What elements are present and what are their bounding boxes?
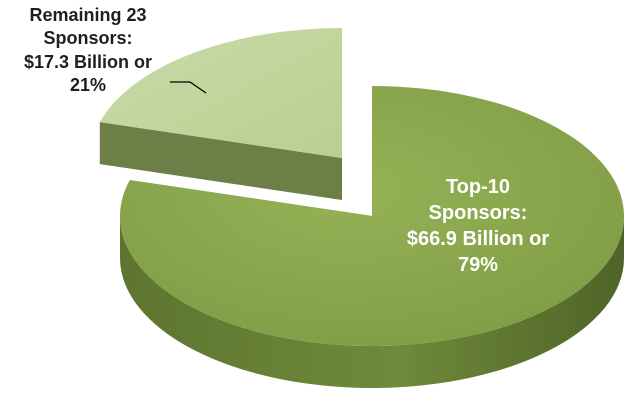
slice-label-remaining-line-2: Sponsors: xyxy=(43,28,133,49)
slice-remaining-23-cut-face-0 xyxy=(99,122,343,200)
slice-label-remaining-23: Remaining 23 Sponsors: $17.3 Billion or … xyxy=(0,4,176,98)
leader-line-diagonal xyxy=(189,81,207,94)
slice-label-remaining-line-3: $17.3 Billion or xyxy=(23,51,153,72)
slice-remaining-23 xyxy=(99,28,343,200)
slice-top-10-top xyxy=(120,86,624,346)
slice-label-top10-line-2: Sponsors: xyxy=(428,202,528,224)
slice-label-top10-line-3: $66.9 Billion or xyxy=(406,228,550,250)
slices-layer xyxy=(99,28,624,388)
slice-top-10-side xyxy=(120,216,624,388)
slice-label-top10-line-4: 79% xyxy=(457,254,499,276)
slice-remaining-23-top xyxy=(99,28,343,158)
slice-label-top10-line-1: Top-10 xyxy=(445,176,511,198)
slice-label-remaining-line-4: 21% xyxy=(69,75,107,96)
slice-top-10 xyxy=(120,86,624,388)
slice-label-top-10: Top-10 Sponsors: $66.9 Billion or 79% xyxy=(378,174,578,278)
slice-label-remaining-line-1: Remaining 23 xyxy=(29,5,147,25)
